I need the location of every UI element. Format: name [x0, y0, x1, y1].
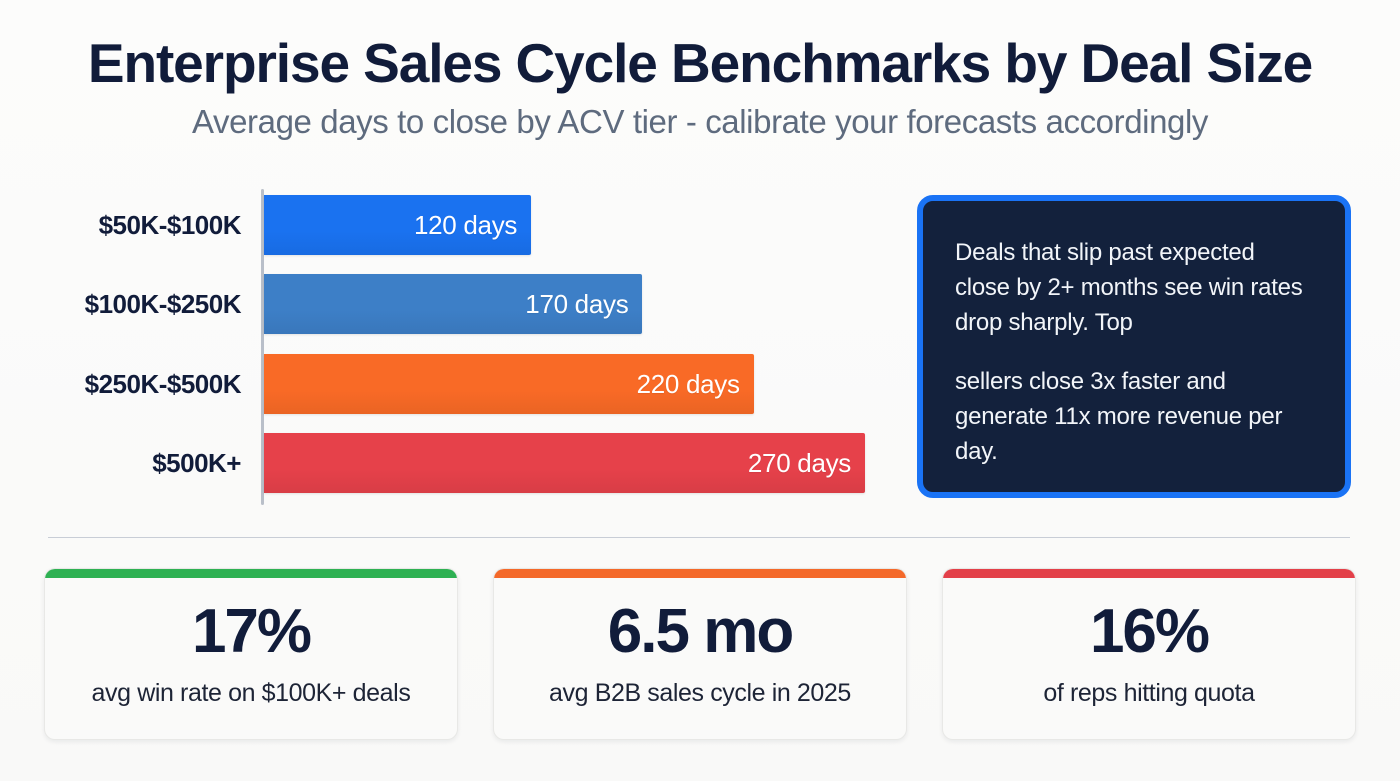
- stat-card: 17% avg win rate on $100K+ deals: [44, 568, 458, 740]
- page-title: Enterprise Sales Cycle Benchmarks by Dea…: [87, 32, 1313, 94]
- stat-card-accent-bar: [45, 569, 457, 578]
- stat-card-label: avg B2B sales cycle in 2025: [549, 678, 851, 707]
- chart-axis-line: [261, 189, 264, 505]
- bar-category-label: $250K-$500K: [84, 368, 242, 399]
- bar: 120 days: [264, 195, 532, 255]
- stat-card: 6.5 mo avg B2B sales cycle in 2025: [493, 568, 907, 740]
- bar-value-label: 220 days: [636, 368, 740, 399]
- bar-category-label: $50K-$100K: [98, 209, 242, 240]
- stat-card-accent-bar: [943, 569, 1355, 578]
- page-subtitle: Average days to close by ACV tier - cali…: [191, 103, 1209, 141]
- stat-card-value: 6.5 mo: [607, 597, 794, 666]
- bar-chart: $50K-$100K 120 days $100K-$250K 170 days $25…: [48, 186, 878, 506]
- bar-category-label: $100K-$250K: [84, 288, 242, 319]
- bar-row: $500K+ 270 days: [48, 433, 878, 493]
- bar-row: $100K-$250K 170 days: [48, 274, 878, 334]
- stat-card-value: 17%: [191, 597, 312, 666]
- stat-cards-row: 17% avg win rate on $100K+ deals 6.5 mo avg…: [44, 568, 1356, 740]
- bar-category-label: $500K+: [152, 447, 241, 478]
- insight-callout: Deals that slip past expected close by 2…: [917, 195, 1351, 498]
- stat-card-label: of reps hitting quota: [1043, 678, 1255, 707]
- callout-paragraph-1: Deals that slip past expected close by 2…: [955, 239, 1303, 337]
- bar: 170 days: [264, 274, 643, 334]
- section-divider: [48, 537, 1350, 538]
- bar-rows: $50K-$100K 120 days $100K-$250K 170 days $25…: [48, 186, 878, 506]
- bar-row: $50K-$100K 120 days: [48, 195, 878, 255]
- stat-card-accent-bar: [494, 569, 906, 578]
- bar-row: $250K-$500K 220 days: [48, 354, 878, 414]
- bar-value-label: 270 days: [747, 447, 851, 478]
- stat-card-label: avg win rate on $100K+ deals: [91, 678, 411, 707]
- bar-value-label: 170 days: [525, 288, 629, 319]
- stat-card-value: 16%: [1089, 597, 1210, 666]
- stat-card: 16% of reps hitting quota: [942, 568, 1356, 740]
- bar-track: 170 days: [253, 274, 878, 334]
- bar-track: 120 days: [253, 195, 878, 255]
- callout-paragraph-2: sellers close 3x faster and generate 11x…: [955, 368, 1283, 466]
- bar-value-label: 120 days: [413, 209, 518, 240]
- middle-section: $50K-$100K 120 days $100K-$250K 170 days $25…: [0, 186, 1400, 506]
- bar-track: 220 days: [253, 354, 878, 414]
- bar: 270 days: [264, 433, 865, 493]
- bar-track: 270 days: [253, 433, 878, 493]
- bar: 220 days: [264, 354, 754, 414]
- header: Enterprise Sales Cycle Benchmarks by Dea…: [0, 0, 1400, 141]
